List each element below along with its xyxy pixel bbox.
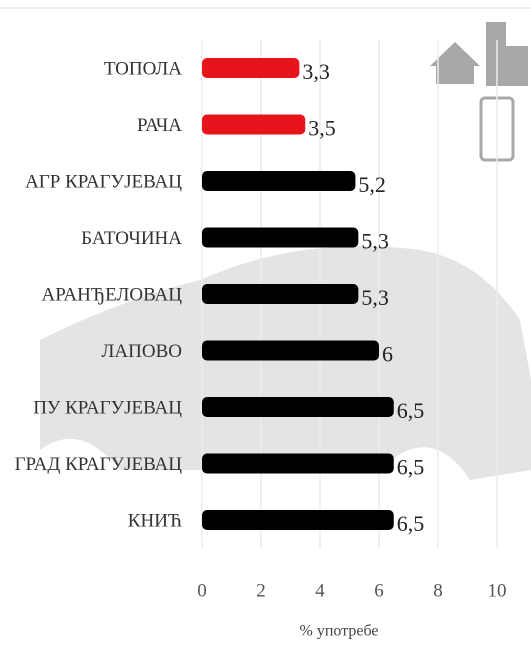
data-label: 6,5 bbox=[397, 455, 425, 480]
y-tick-label: ГРАД КРАГУЈЕВАЦ bbox=[15, 454, 183, 475]
bar bbox=[202, 340, 379, 361]
y-tick-label: АГР КРАГУЈЕВАЦ bbox=[25, 171, 182, 192]
x-tick-label: 2 bbox=[256, 580, 266, 601]
x-tick-label: 4 bbox=[315, 580, 325, 601]
x-axis-label: % употребе bbox=[300, 623, 379, 640]
bar bbox=[202, 227, 359, 248]
x-tick-label: 8 bbox=[433, 580, 443, 601]
icons bbox=[430, 22, 528, 162]
bar bbox=[202, 58, 300, 78]
bar bbox=[202, 171, 356, 191]
y-tick-label: РАЧА bbox=[137, 115, 182, 136]
y-tick-label: КНИЋ bbox=[128, 510, 182, 531]
x-tick-label: 0 bbox=[197, 580, 207, 601]
data-label: 5,2 bbox=[358, 172, 386, 197]
y-tick-label: ПУ КРАГУЈЕВАЦ bbox=[33, 397, 182, 418]
y-tick-label: БАТОЧИНА bbox=[81, 228, 182, 249]
car-background bbox=[40, 246, 531, 480]
bar bbox=[202, 284, 359, 304]
y-tick-label: ТОПОЛА bbox=[104, 58, 182, 79]
data-label: 6,5 bbox=[397, 398, 425, 423]
data-label: 5,3 bbox=[361, 229, 389, 254]
data-label: 3,5 bbox=[308, 116, 336, 141]
bar bbox=[202, 397, 394, 417]
bar bbox=[202, 114, 306, 135]
y-tick-label: АРАНЂЕЛОВАЦ bbox=[42, 284, 183, 305]
data-label: 3,3 bbox=[302, 59, 330, 84]
data-label: 6 bbox=[382, 342, 393, 367]
x-tick-label: 10 bbox=[488, 580, 507, 601]
data-label: 6,5 bbox=[397, 511, 425, 536]
y-tick-label: ЛАПОВО bbox=[102, 341, 182, 362]
bar bbox=[202, 510, 394, 530]
bar bbox=[202, 453, 394, 474]
x-tick-label: 6 bbox=[374, 580, 384, 601]
data-label: 5,3 bbox=[361, 285, 389, 310]
